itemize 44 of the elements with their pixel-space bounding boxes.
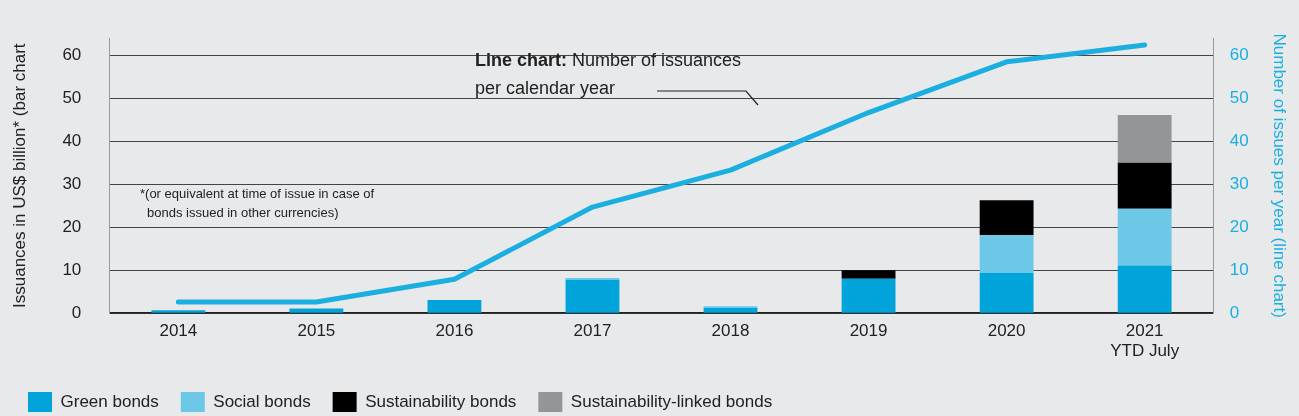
- x-tick-label: 2019: [849, 321, 888, 341]
- legend-label: Social bonds: [213, 391, 311, 411]
- y2-tick-label: 10: [1229, 259, 1249, 279]
- legend-label: Sustainability bonds: [365, 391, 517, 411]
- y2-tick-label: 50: [1229, 88, 1249, 108]
- x-tick-label: 2020: [987, 321, 1026, 341]
- annotation: *(or equivalent at time of issue in case of bonds issued in other currencies): [140, 186, 375, 220]
- x-tick-label: 2021 YTD July: [1110, 321, 1180, 361]
- bar: [565, 279, 620, 313]
- y2-tick-label: 0: [1229, 302, 1240, 322]
- annotation: Line chart: Number of issuances per calendar year: [475, 50, 742, 98]
- bar: [979, 235, 1034, 273]
- y-tick-label: 20: [62, 216, 82, 236]
- bar: [289, 308, 344, 313]
- legend-label: Sustainability-linked bonds: [570, 391, 773, 411]
- bar: [841, 270, 896, 279]
- bar: [979, 200, 1034, 235]
- x-tick-label: 2018: [711, 321, 750, 341]
- bar: [151, 310, 206, 313]
- y-tick-label: 50: [62, 88, 82, 108]
- bar: [703, 308, 758, 313]
- bar: [1117, 115, 1172, 163]
- y-tick-label: 60: [62, 45, 82, 65]
- y-axis-title: Issuances in US$ billion* (bar chart: [9, 43, 29, 308]
- y-tick-label: 0: [71, 302, 82, 322]
- legend-label: Green bonds: [60, 391, 159, 411]
- y2-axis-title: Number of issues per year (line chart): [1270, 33, 1290, 318]
- bar: [1117, 162, 1172, 209]
- y-tick-label: 10: [62, 259, 82, 279]
- bar: [841, 278, 896, 313]
- x-tick-label: 2017: [573, 321, 612, 341]
- y-tick-label: 30: [62, 173, 82, 193]
- bar: [1117, 208, 1172, 266]
- x-tick-label: 2016: [435, 321, 474, 341]
- y2-tick-label: 60: [1229, 45, 1249, 65]
- bar: [427, 299, 482, 313]
- y-tick-label: 40: [62, 131, 82, 151]
- y2-tick-label: 30: [1229, 173, 1249, 193]
- y2-tick-label: 40: [1229, 131, 1249, 151]
- bar: [979, 272, 1034, 313]
- x-tick-label: 2014: [159, 321, 198, 341]
- x-tick-label: 2015: [297, 321, 336, 341]
- y2-tick-label: 20: [1229, 216, 1249, 236]
- bar: [1117, 265, 1172, 313]
